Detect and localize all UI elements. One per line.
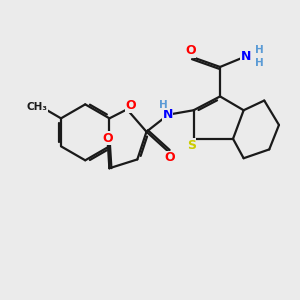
Text: H: H	[255, 45, 263, 55]
Text: H: H	[159, 100, 167, 110]
Text: H: H	[255, 58, 263, 68]
Text: N: N	[241, 50, 251, 63]
Text: O: O	[103, 132, 113, 145]
Text: O: O	[126, 99, 136, 112]
Text: S: S	[187, 139, 196, 152]
Text: O: O	[164, 152, 175, 164]
Text: CH₃: CH₃	[26, 103, 47, 112]
Text: N: N	[163, 108, 173, 121]
Text: O: O	[185, 44, 196, 57]
